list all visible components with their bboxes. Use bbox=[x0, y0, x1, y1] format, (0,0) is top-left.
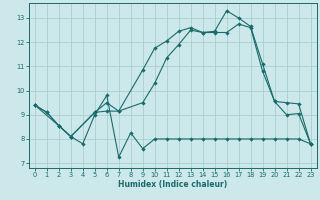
X-axis label: Humidex (Indice chaleur): Humidex (Indice chaleur) bbox=[118, 180, 227, 189]
